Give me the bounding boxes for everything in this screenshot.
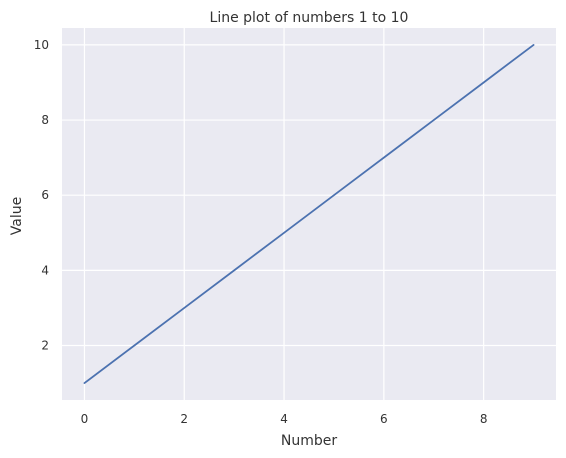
- y-tick-label: 6: [41, 188, 49, 202]
- series-line: [83, 44, 535, 384]
- chart-title: Line plot of numbers 1 to 10: [210, 10, 409, 26]
- y-tick-label: 2: [41, 339, 49, 353]
- x-tick-label: 6: [380, 412, 388, 426]
- x-tick-label: 0: [81, 412, 89, 426]
- y-axis-label: Value: [9, 197, 25, 235]
- series-group: [83, 44, 535, 384]
- x-tick-label: 2: [180, 412, 188, 426]
- x-axis-ticks: 0 2 4 6 8: [81, 412, 488, 426]
- x-tick-label: 4: [280, 412, 288, 426]
- x-tick-label: 8: [480, 412, 488, 426]
- x-axis-label: Number: [281, 433, 337, 449]
- y-axis-ticks: 2 4 6 8 10: [34, 38, 49, 353]
- y-tick-label: 8: [41, 113, 49, 127]
- grid-lines: [62, 28, 556, 400]
- y-tick-label: 10: [34, 38, 49, 52]
- y-tick-label: 4: [41, 263, 49, 277]
